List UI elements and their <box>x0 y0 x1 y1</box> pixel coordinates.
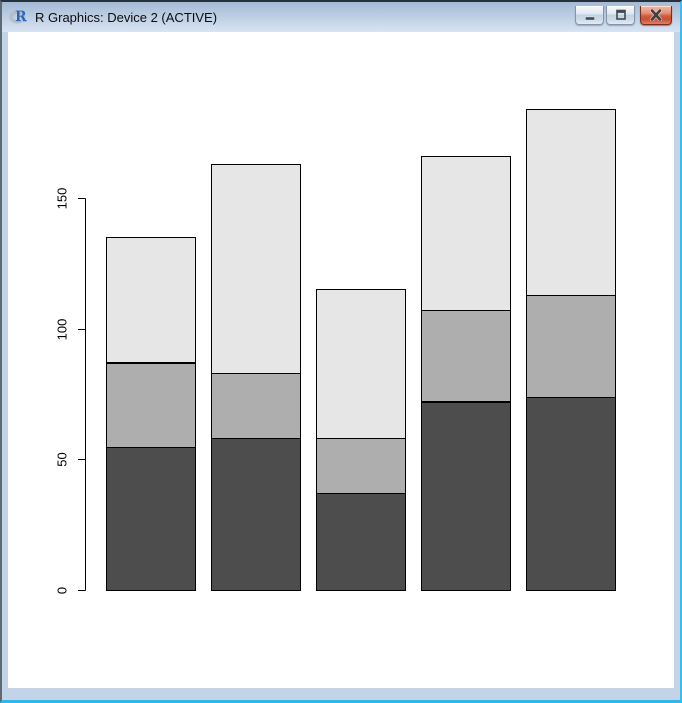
maximize-button[interactable] <box>606 5 635 25</box>
bar-segment-middle-segment <box>315 437 407 495</box>
barplot-canvas: 0 50 100 150 <box>55 108 617 594</box>
window-title: R Graphics: Device 2 (ACTIVE) <box>35 10 218 25</box>
bar-segment-bottom-segment <box>105 445 197 592</box>
bar-segment-middle-segment <box>525 294 617 399</box>
y-tick-label: 150 <box>55 188 70 210</box>
bar-segment-top-segment <box>210 163 302 375</box>
y-tick-label: 100 <box>55 319 70 341</box>
bar-segment-top-segment <box>315 288 407 440</box>
close-button[interactable] <box>640 5 672 25</box>
bar-segment-bottom-segment <box>315 492 407 592</box>
bar-segment-bottom-segment <box>525 396 617 592</box>
bar-segment-middle-segment <box>210 372 302 440</box>
bar-segment-top-segment <box>420 155 512 312</box>
minimize-button[interactable] <box>575 5 604 25</box>
r-logo-icon: R <box>10 9 30 26</box>
window-controls <box>575 5 672 25</box>
bar-segment-bottom-segment <box>420 401 512 592</box>
bar-segment-top-segment <box>525 108 617 297</box>
graphics-device-canvas: 0 50 100 150 <box>8 32 674 688</box>
bar-segment-middle-segment <box>105 362 197 449</box>
titlebar[interactable]: R R Graphics: Device 2 (ACTIVE) <box>2 2 680 32</box>
minimize-icon <box>584 16 595 20</box>
close-icon <box>649 8 663 21</box>
y-tick-label: 50 <box>55 452 70 466</box>
bar-segment-top-segment <box>105 236 197 364</box>
y-tick-label: 0 <box>55 587 70 594</box>
r-logo-ring <box>10 10 25 23</box>
bar-segment-middle-segment <box>420 309 512 403</box>
maximize-icon <box>615 9 626 20</box>
r-logo-letter: R <box>15 8 27 25</box>
bar-segment-bottom-segment <box>210 437 302 592</box>
